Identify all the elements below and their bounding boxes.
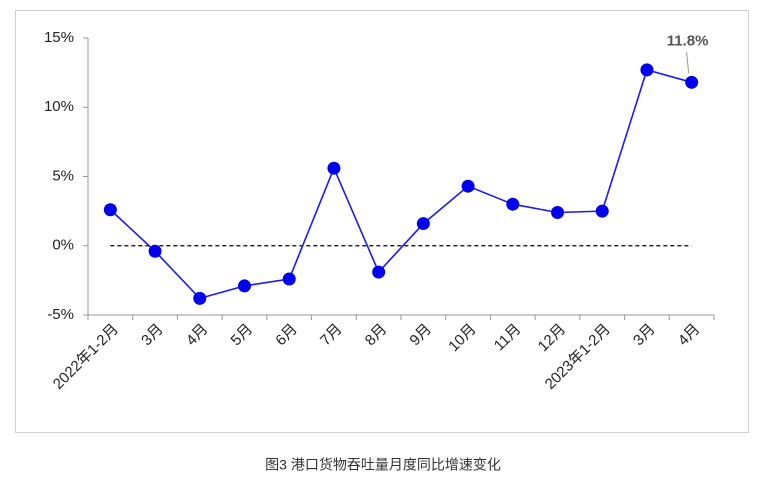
x-tick-label: 10月 [445,321,479,355]
y-tick-label: 5% [52,167,74,184]
data-point [506,197,520,211]
data-point [238,279,251,293]
data-point [551,206,564,220]
data-point [193,291,207,305]
x-tick-label: 4月 [183,321,212,350]
data-point [461,179,475,193]
y-tick-label: 0% [52,237,74,254]
data-label: 11.8% [667,32,709,49]
x-tick-label: 6月 [272,321,301,350]
data-point [595,204,609,218]
y-tick-label: 10% [44,98,74,115]
y-tick-label: 15% [44,29,74,46]
x-tick-label: 2022年1-2月 [50,321,122,393]
data-point [640,63,654,77]
chart-frame [15,10,749,433]
x-tick-label: 12月 [535,321,569,355]
data-point [685,75,699,89]
data-point [148,244,162,258]
data-point [416,217,430,231]
x-tick-label: 4月 [675,321,704,350]
x-tick-label: 3月 [138,321,167,350]
x-tick-label: 3月 [630,321,659,350]
y-tick-label: -5% [47,306,74,323]
x-tick-label: 5月 [228,321,257,350]
data-point [372,265,386,279]
label-leader [686,52,690,74]
series-line [109,68,692,300]
caption: 图3 港口货物吞吐量月度同比增速变化 [265,457,501,473]
x-tick-label: 7月 [317,321,346,350]
x-tick-label: 11月 [491,321,525,355]
data-point [282,272,296,286]
x-tick-label: 8月 [362,321,391,350]
data-point [103,203,117,217]
data-point [327,161,341,175]
x-tick-label: 9月 [406,321,435,350]
